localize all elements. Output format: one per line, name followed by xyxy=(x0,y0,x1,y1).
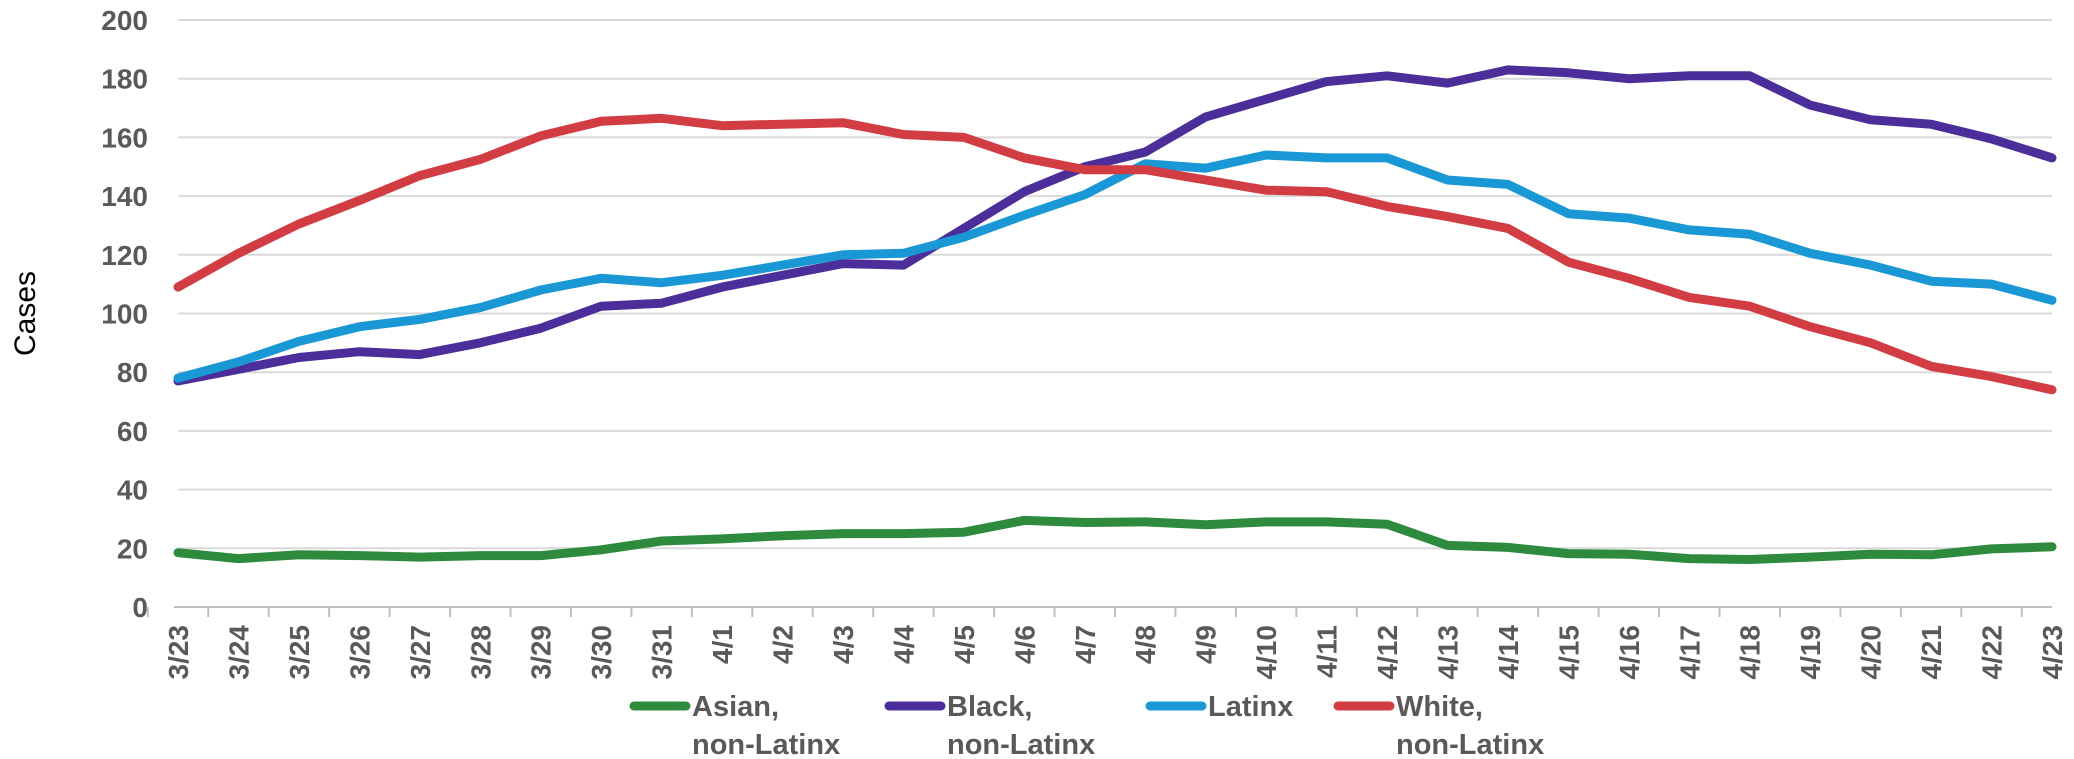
x-tick-label: 4/13 xyxy=(1432,625,1463,680)
x-tick-label: 4/18 xyxy=(1735,625,1766,680)
x-tick-label: 4/10 xyxy=(1251,625,1282,680)
legend-label: Latinx xyxy=(1208,691,1293,723)
y-tick-label: 120 xyxy=(101,240,148,271)
y-tick-label: 160 xyxy=(101,122,148,153)
legend-item: Latinx xyxy=(1145,691,1293,723)
series-lines xyxy=(173,65,2057,564)
x-tick-label: 4/14 xyxy=(1493,625,1524,680)
legend-item: White, non-Latinx xyxy=(1333,691,1544,759)
legend-item: Asian, non-Latinx xyxy=(629,691,840,759)
x-tick-label: 4/2 xyxy=(768,625,799,664)
legend: Asian, non-Latinx Black, non-Latinx Latinx Wh… xyxy=(629,691,1544,759)
y-tick-label: 140 xyxy=(101,181,148,212)
y-tick-label: 20 xyxy=(117,533,148,564)
x-tick-label: 3/31 xyxy=(647,625,678,680)
x-tick-label: 4/22 xyxy=(1977,625,2008,680)
y-tick-label: 200 xyxy=(101,5,148,36)
x-tick-label: 3/27 xyxy=(405,625,436,680)
x-tick-label: 3/30 xyxy=(586,625,617,680)
y-tick-label: 80 xyxy=(117,357,148,388)
x-axis xyxy=(146,606,2052,617)
y-tick-label: 60 xyxy=(117,416,148,447)
series-line-3 xyxy=(173,113,2057,395)
x-tick-label: 4/23 xyxy=(2037,625,2068,680)
y-axis-ticks: 0 20 40 60 80 100 120 140 160 180 200 xyxy=(101,5,148,623)
series-line-0 xyxy=(173,515,2057,564)
legend-label: White, xyxy=(1396,691,1483,723)
series-line-2 xyxy=(173,150,2057,383)
x-tick-label: 3/23 xyxy=(163,625,194,680)
y-tick-label: 100 xyxy=(101,299,148,330)
legend-label: Black, xyxy=(947,691,1032,723)
legend-label: non-Latinx xyxy=(947,729,1095,759)
x-tick-label: 4/20 xyxy=(1856,625,1887,680)
x-tick-label: 3/26 xyxy=(344,625,375,680)
x-tick-label: 4/4 xyxy=(888,625,919,664)
x-tick-label: 3/25 xyxy=(284,625,315,680)
y-tick-label: 0 xyxy=(132,592,148,623)
x-tick-label: 3/28 xyxy=(465,625,496,680)
x-tick-label: 3/29 xyxy=(526,625,557,680)
x-axis-ticks: 3/23 3/24 3/25 3/26 3/27 3/28 3/29 3/30 3/31 4/1 4… xyxy=(163,625,2068,680)
legend-label: Asian, xyxy=(692,691,779,723)
x-tick-label: 4/19 xyxy=(1795,625,1826,680)
x-tick-label: 4/6 xyxy=(1009,625,1040,664)
y-axis-label: Cases xyxy=(9,271,42,356)
x-tick-label: 4/7 xyxy=(1070,625,1101,664)
legend-label: non-Latinx xyxy=(1396,729,1544,759)
x-tick-label: 4/21 xyxy=(1916,625,1947,680)
x-tick-label: 4/12 xyxy=(1372,625,1403,680)
x-tick-label: 4/9 xyxy=(1191,625,1222,664)
x-tick-label: 4/5 xyxy=(949,625,980,664)
x-tick-label: 4/8 xyxy=(1130,625,1161,664)
x-tick-label: 4/3 xyxy=(828,625,859,664)
x-tick-label: 4/1 xyxy=(707,625,738,664)
series-line-1 xyxy=(173,65,2057,386)
x-tick-label: 4/16 xyxy=(1614,625,1645,680)
legend-item: Black, non-Latinx xyxy=(884,691,1095,759)
y-tick-label: 180 xyxy=(101,64,148,95)
x-tick-label: 4/11 xyxy=(1312,625,1343,678)
gridlines xyxy=(178,19,2052,550)
y-tick-label: 40 xyxy=(117,475,148,506)
x-tick-label: 3/24 xyxy=(223,625,254,680)
x-tick-label: 4/15 xyxy=(1553,625,1584,680)
x-tick-label: 4/17 xyxy=(1674,625,1705,680)
legend-label: non-Latinx xyxy=(692,729,840,759)
